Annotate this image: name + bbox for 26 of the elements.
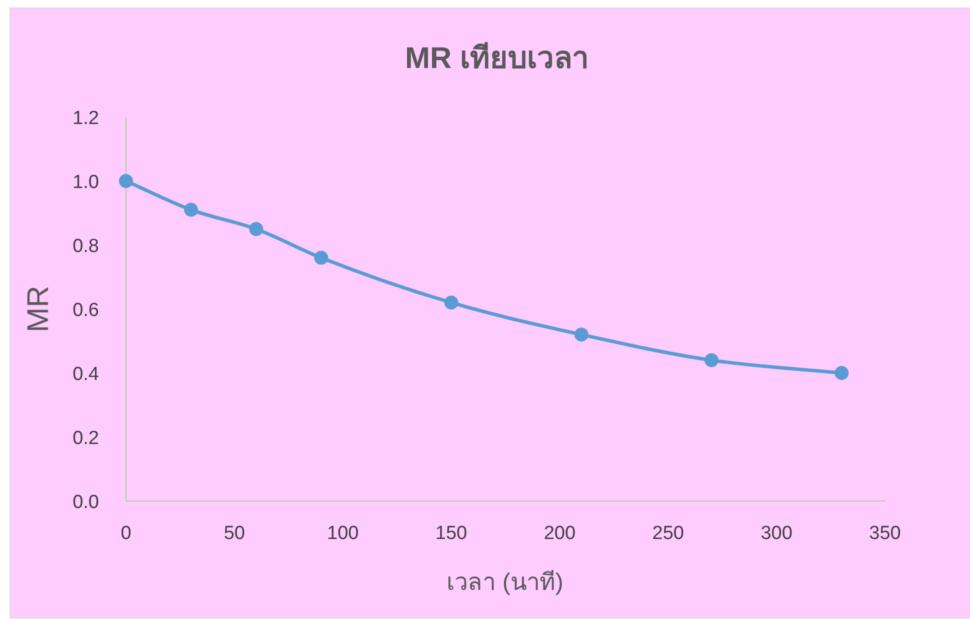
point xyxy=(574,328,588,342)
x-tick-label: 150 xyxy=(435,523,468,544)
y-tick-label: 0.0 xyxy=(72,492,99,513)
x-tick-label: 50 xyxy=(224,523,245,544)
x-tick-label: 250 xyxy=(652,523,684,544)
y-tick-label: 1.0 xyxy=(72,172,99,193)
y-axis-title: MR xyxy=(22,286,55,332)
point xyxy=(314,250,328,265)
y-tick-label: 0.4 xyxy=(72,364,100,385)
point xyxy=(834,366,849,380)
y-tick-label: 0.6 xyxy=(72,300,99,321)
point xyxy=(444,296,458,310)
y-tick-label: 0.2 xyxy=(72,428,99,449)
x-tick-label: 300 xyxy=(760,523,792,544)
y-tick-label: 1.2 xyxy=(72,108,99,129)
x-tick-label: 350 xyxy=(869,523,901,544)
point xyxy=(184,202,198,217)
point xyxy=(119,174,133,188)
x-axis-title: เวลา (นาที) xyxy=(446,569,564,596)
point xyxy=(249,222,264,236)
x-tick-label: 100 xyxy=(327,523,359,544)
point xyxy=(704,353,719,368)
y-tick-label: 0.8 xyxy=(72,236,99,257)
x-tick-label: 0 xyxy=(120,523,132,544)
chart-title: MR เทียบเวลา xyxy=(405,42,589,75)
x-tick-label: 200 xyxy=(544,523,576,544)
